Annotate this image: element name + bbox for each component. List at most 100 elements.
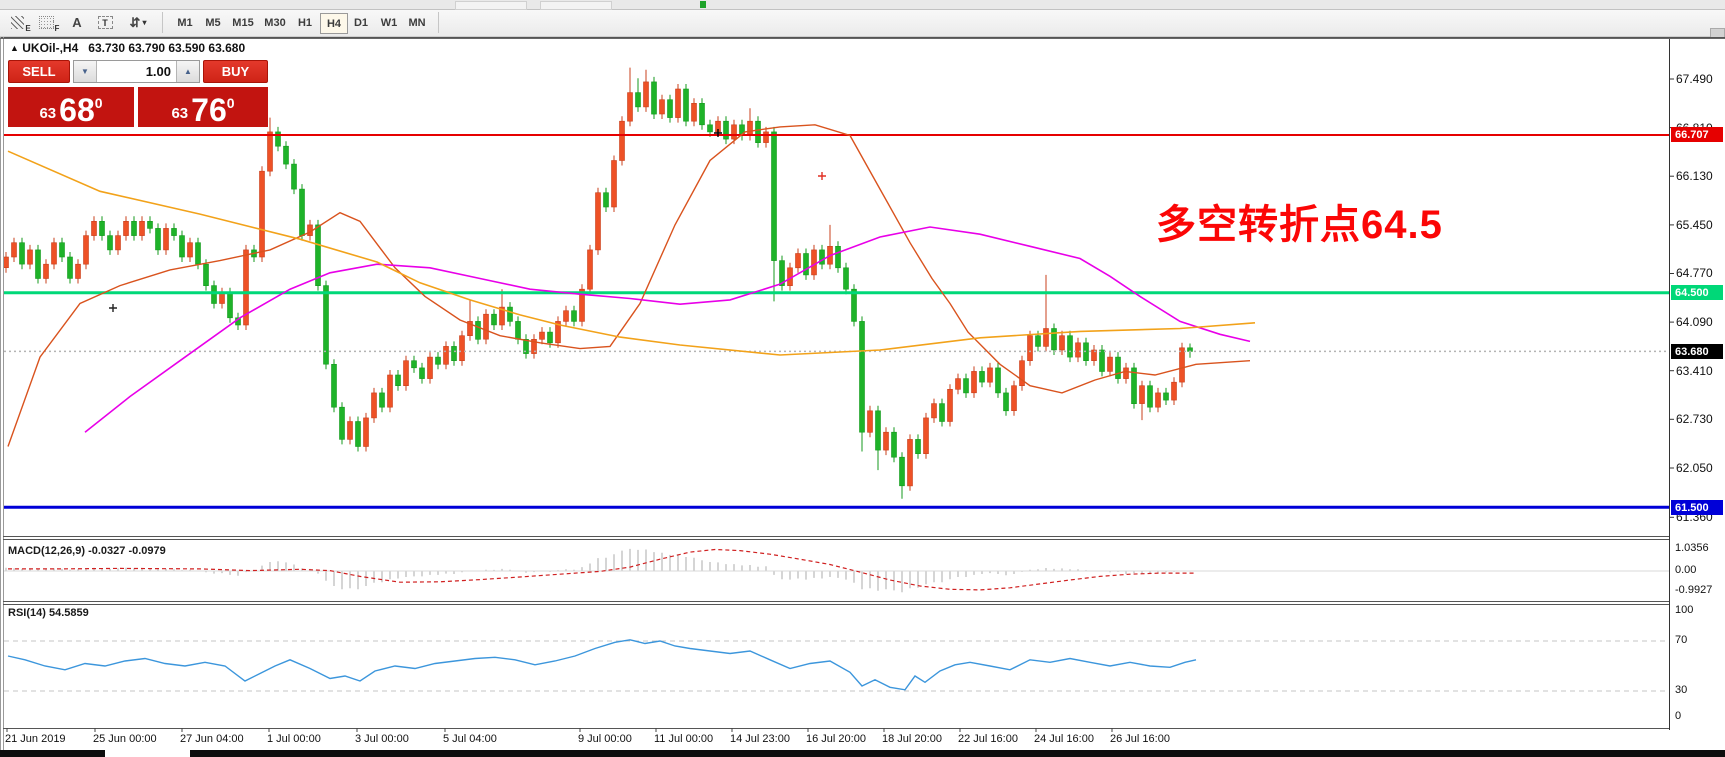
rsi-line xyxy=(7,639,1197,691)
time-axis-label: 14 Jul 23:00 xyxy=(730,733,790,745)
macd-histogram xyxy=(5,548,1191,593)
rsi-axis-label: 70 xyxy=(1675,634,1688,646)
taskbar-edge-right xyxy=(190,750,1725,757)
price-axis-tag: 61.500 xyxy=(1671,500,1723,515)
price-axis-tick: 64.090 xyxy=(1676,315,1713,329)
timeframe-button-d1[interactable]: D1 xyxy=(353,16,369,29)
time-axis-label: 21 Jun 2019 xyxy=(5,733,66,745)
time-axis-label: 27 Jun 04:00 xyxy=(180,733,244,745)
buy-price-sup: 0 xyxy=(226,95,235,111)
sliver-green-icon xyxy=(700,1,706,8)
timeframe-button-m1[interactable]: M1 xyxy=(177,16,193,29)
price-axis-tag: 66.707 xyxy=(1671,127,1723,142)
toolbar-separator xyxy=(438,12,439,33)
timeframe-button-h1[interactable]: H1 xyxy=(297,16,313,29)
cross-marker xyxy=(109,304,117,312)
one-click-trade-widget: SELL ▼ 1.00 ▲ BUY 63 68 0 63 76 0 xyxy=(8,60,268,130)
sell-price-big: 68 xyxy=(59,92,95,128)
volume-input[interactable]: 1.00 xyxy=(145,64,171,79)
timeframe-button-mn[interactable]: MN xyxy=(408,16,426,29)
ma-slow-orange xyxy=(7,150,1256,356)
buy-price-display[interactable]: 63 76 0 xyxy=(138,87,268,127)
text-box-icon: T xyxy=(97,16,113,29)
chart-window-left-border-inner xyxy=(3,37,4,750)
timeframe-button-h4[interactable]: H4 xyxy=(320,13,348,34)
text-box-tool[interactable]: T xyxy=(92,12,118,33)
buy-price-big: 76 xyxy=(191,92,227,128)
buy-price-small: 63 xyxy=(171,105,189,122)
price-axis-tick: 67.490 xyxy=(1676,72,1713,86)
time-axis-label: 18 Jul 20:00 xyxy=(882,733,942,745)
time-axis-label: 26 Jul 16:00 xyxy=(1110,733,1170,745)
price-axis-tick: 63.410 xyxy=(1676,364,1713,378)
symbol-title-row: ▲ UKOil-,H4 63.730 63.790 63.590 63.680 xyxy=(10,41,245,55)
chart-annotation-text: 多空转折点64.5 xyxy=(1156,203,1443,247)
time-axis-label: 1 Jul 00:00 xyxy=(267,733,321,745)
collapse-arrow-icon[interactable]: ▲ xyxy=(10,43,19,53)
chevron-down-icon: ▾ xyxy=(142,18,147,27)
price-axis-tick: 66.130 xyxy=(1676,169,1713,183)
tool-glyph: ⇵ xyxy=(129,14,141,30)
rsi-label: RSI(14) 54.5859 xyxy=(8,607,89,619)
buy-button[interactable]: BUY xyxy=(203,60,268,83)
sliver-button xyxy=(540,1,612,10)
price-axis-tick: 64.770 xyxy=(1676,266,1713,280)
timeframe-button-m15[interactable]: M15 xyxy=(232,16,254,29)
candles xyxy=(4,67,1193,499)
price-axis-tick: 62.050 xyxy=(1676,461,1713,475)
hatch-lines-icon xyxy=(11,16,25,29)
volume-decrease-button[interactable]: ▼ xyxy=(74,61,97,82)
timeframe-button-w1[interactable]: W1 xyxy=(380,16,398,29)
time-axis-label: 3 Jul 00:00 xyxy=(355,733,409,745)
arrange-tool[interactable]: ⇵ ▾ xyxy=(120,12,156,33)
time-axis-label: 5 Jul 04:00 xyxy=(443,733,497,745)
time-axis-label: 16 Jul 20:00 xyxy=(806,733,866,745)
cross-marker xyxy=(714,129,722,137)
price-axis-tag: 63.680 xyxy=(1671,344,1723,359)
sliver-button xyxy=(455,1,527,10)
timeframe-button-m30[interactable]: M30 xyxy=(264,16,286,29)
price-axis-tag: 64.500 xyxy=(1671,285,1723,300)
time-axis-label: 22 Jul 16:00 xyxy=(958,733,1018,745)
symbol-ohlc-values: 63.730 63.790 63.590 63.680 xyxy=(88,41,246,55)
macd-axis-label: 0.00 xyxy=(1675,564,1697,576)
rsi-axis-label: 100 xyxy=(1675,604,1694,616)
cross-marker xyxy=(818,172,826,180)
tool-glyph: A xyxy=(72,15,82,30)
rsi-axis-label: 0 xyxy=(1675,710,1682,722)
tool-subscript: E xyxy=(25,24,31,33)
macd-label: MACD(12,26,9) -0.0327 -0.0979 xyxy=(8,545,166,557)
timeframe-button-m5[interactable]: M5 xyxy=(205,16,221,29)
sell-price-small: 63 xyxy=(39,105,57,122)
time-axis-label: 25 Jun 00:00 xyxy=(93,733,157,745)
sell-price-sup: 0 xyxy=(94,95,103,111)
rsi-axis-label: 30 xyxy=(1675,684,1688,696)
fibonacci-tool[interactable]: F xyxy=(36,12,62,33)
sell-price-display[interactable]: 63 68 0 xyxy=(8,87,134,127)
tool-subscript: F xyxy=(54,24,60,33)
macd-axis-label: -0.9927 xyxy=(1675,584,1713,596)
ma-mid-magenta xyxy=(84,226,1251,433)
text-label-tool[interactable]: A xyxy=(64,12,90,33)
grid-dots-icon xyxy=(38,16,54,29)
macd-signal-line xyxy=(8,548,1196,591)
time-axis-label: 24 Jul 16:00 xyxy=(1034,733,1094,745)
upper-toolbar-edge xyxy=(0,0,1725,10)
time-axis-label: 11 Jul 00:00 xyxy=(654,733,714,745)
macd-axis-label: 1.0356 xyxy=(1675,542,1709,554)
symbol-name: UKOil-,H4 xyxy=(22,41,79,55)
ma-fast-vermilion xyxy=(7,124,1251,447)
price-axis-tick: 65.450 xyxy=(1676,218,1713,232)
chart-toolbar: E F A T ⇵ ▾ M1 M5 M15 M30 H1 H4 D1 W1 MN xyxy=(0,10,1725,37)
toolbar-separator xyxy=(162,12,163,33)
volume-stepper: ▼ 1.00 ▲ xyxy=(73,60,200,83)
volume-increase-button[interactable]: ▲ xyxy=(176,61,199,82)
time-axis-label: 9 Jul 00:00 xyxy=(578,733,632,745)
sell-button[interactable]: SELL xyxy=(8,60,70,83)
price-axis-tick: 62.730 xyxy=(1676,412,1713,426)
chart-window-left-border xyxy=(0,37,1,750)
crosshair-draw-tool[interactable]: E xyxy=(8,12,34,33)
taskbar-edge-left xyxy=(0,750,105,757)
